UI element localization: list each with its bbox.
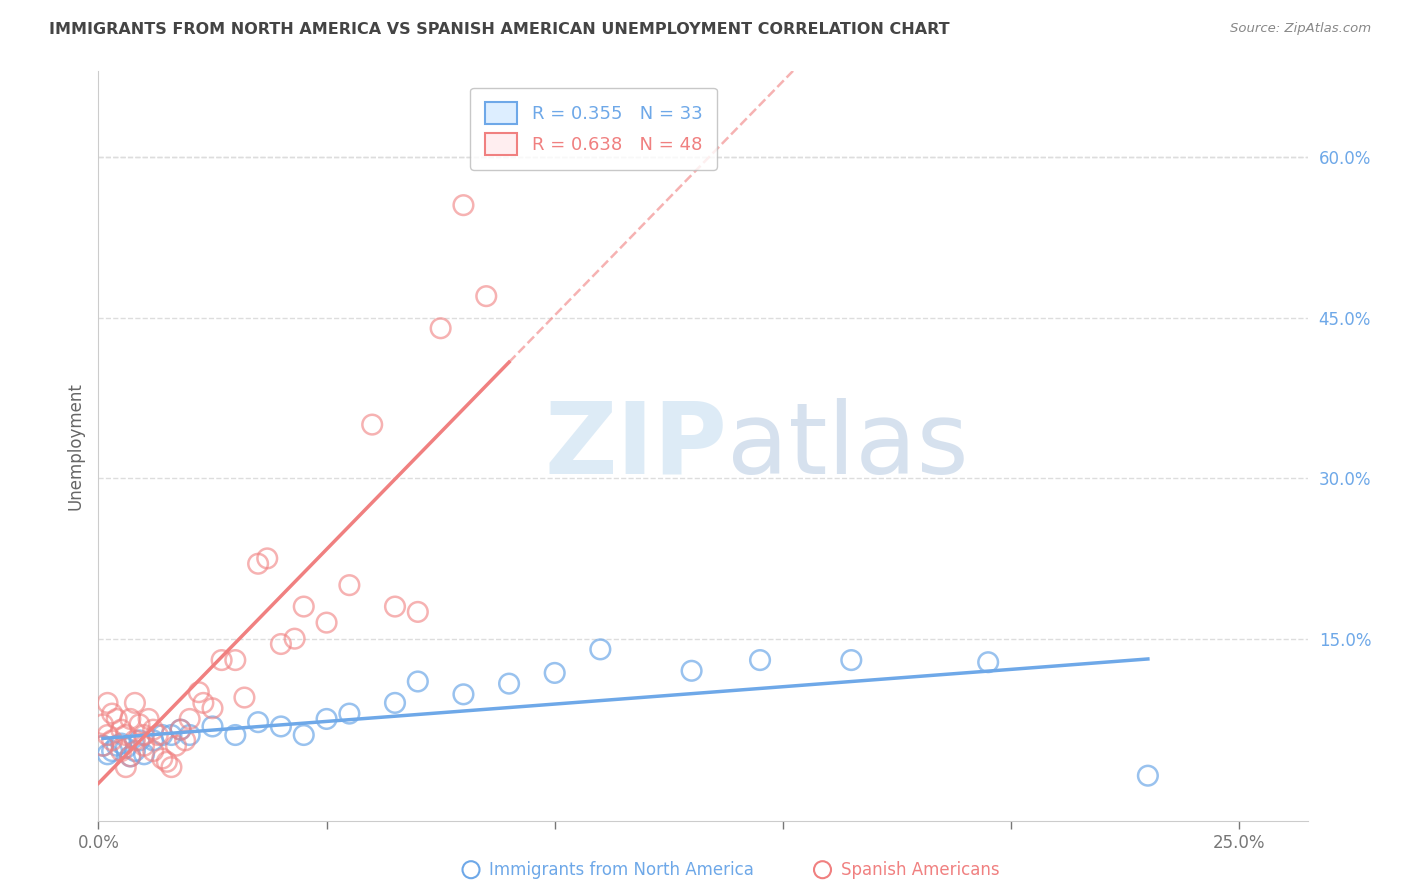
Point	[124, 744, 146, 758]
Point	[179, 728, 201, 742]
Point	[132, 728, 155, 742]
Point	[247, 557, 270, 571]
Point	[292, 599, 315, 614]
Point	[165, 739, 187, 753]
Legend: R = 0.355   N = 33, R = 0.638   N = 48: R = 0.355 N = 33, R = 0.638 N = 48	[470, 88, 717, 169]
Point	[150, 751, 173, 765]
Text: Spanish Americans: Spanish Americans	[841, 861, 1000, 879]
Point	[839, 653, 862, 667]
Point	[270, 719, 292, 733]
Point	[114, 728, 136, 742]
Point	[138, 712, 160, 726]
Point	[146, 728, 169, 742]
Point	[91, 717, 114, 731]
Point	[384, 696, 406, 710]
Point	[114, 760, 136, 774]
Point	[120, 749, 142, 764]
Point	[101, 744, 124, 758]
Point	[142, 733, 165, 747]
Point	[169, 723, 191, 737]
Point	[270, 637, 292, 651]
Point	[101, 706, 124, 721]
Point	[292, 728, 315, 742]
Point	[114, 740, 136, 755]
Point	[124, 733, 146, 747]
Point	[544, 665, 567, 680]
Point	[96, 747, 118, 762]
Point	[110, 744, 132, 758]
Point	[589, 642, 612, 657]
Point	[453, 687, 475, 701]
Point	[128, 717, 150, 731]
Point	[384, 599, 406, 614]
Point	[1136, 769, 1159, 783]
Point	[110, 723, 132, 737]
Point	[201, 701, 224, 715]
Point	[315, 615, 337, 630]
Point	[101, 733, 124, 747]
Point	[174, 733, 197, 747]
Point	[224, 728, 246, 742]
Text: IMMIGRANTS FROM NORTH AMERICA VS SPANISH AMERICAN UNEMPLOYMENT CORRELATION CHART: IMMIGRANTS FROM NORTH AMERICA VS SPANISH…	[49, 22, 950, 37]
Point	[406, 674, 429, 689]
Text: Source: ZipAtlas.com: Source: ZipAtlas.com	[1230, 22, 1371, 36]
Point	[315, 712, 337, 726]
Point	[681, 664, 703, 678]
Point	[128, 733, 150, 747]
Point	[193, 696, 215, 710]
Point	[256, 551, 278, 566]
Point	[406, 605, 429, 619]
Point	[169, 723, 191, 737]
Point	[105, 712, 128, 726]
Point	[247, 715, 270, 730]
Text: atlas: atlas	[727, 398, 969, 494]
Point	[124, 696, 146, 710]
Point	[337, 706, 360, 721]
Point	[142, 744, 165, 758]
Point	[150, 728, 173, 742]
Point	[96, 728, 118, 742]
Point	[156, 755, 179, 769]
Point	[284, 632, 307, 646]
Point	[91, 739, 114, 753]
Point	[224, 653, 246, 667]
Point	[160, 760, 183, 774]
Point	[96, 696, 118, 710]
Point	[120, 712, 142, 726]
Point	[91, 739, 114, 753]
Point	[429, 321, 451, 335]
Point	[498, 676, 520, 690]
Point	[361, 417, 384, 432]
Y-axis label: Unemployment: Unemployment	[66, 382, 84, 510]
Point	[132, 739, 155, 753]
Point	[475, 289, 498, 303]
Text: Immigrants from North America: Immigrants from North America	[489, 861, 754, 879]
Text: ZIP: ZIP	[544, 398, 727, 494]
Point	[132, 747, 155, 762]
Point	[977, 655, 1000, 669]
Point	[142, 723, 165, 737]
Point	[179, 712, 201, 726]
Point	[105, 739, 128, 753]
Point	[211, 653, 233, 667]
Point	[160, 728, 183, 742]
Point	[120, 749, 142, 764]
Point	[453, 198, 475, 212]
Point	[337, 578, 360, 592]
Point	[110, 737, 132, 751]
Point	[749, 653, 772, 667]
Point	[233, 690, 256, 705]
Point	[187, 685, 209, 699]
Point	[201, 719, 224, 733]
